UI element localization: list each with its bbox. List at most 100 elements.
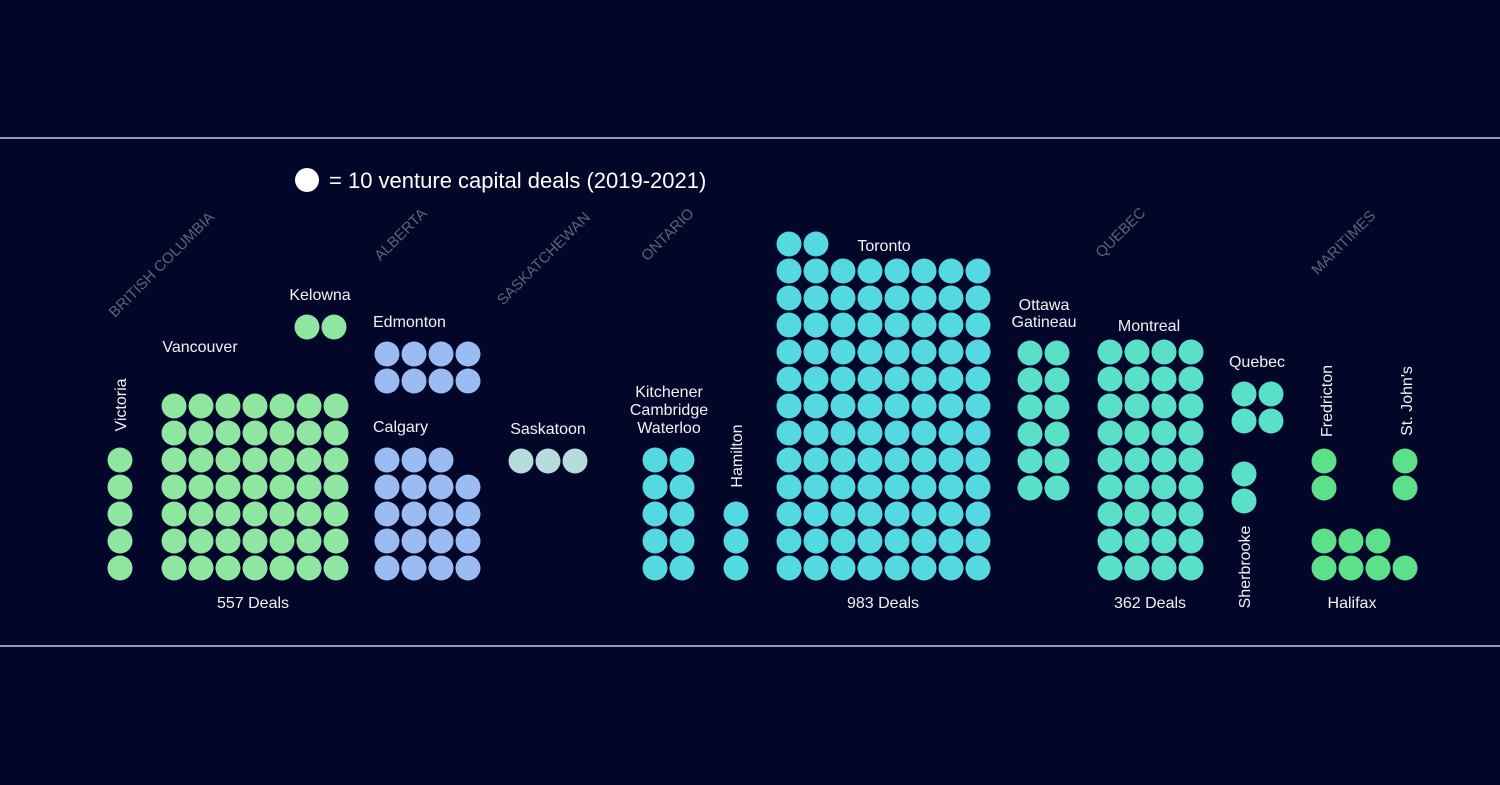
dot-edmonton-1 xyxy=(374,368,400,394)
dot-vancouver-33 xyxy=(269,447,295,473)
dot-toronto-16 xyxy=(965,528,991,554)
dot-victoria-4 xyxy=(107,474,133,500)
dot-montreal-22 xyxy=(1124,420,1150,446)
dot-toronto-51 xyxy=(830,393,856,419)
dot-toronto-76 xyxy=(857,312,883,338)
dot-victoria-5 xyxy=(107,447,133,473)
dot-toronto-88 xyxy=(965,285,991,311)
dot-toronto-68 xyxy=(857,339,883,365)
dot-halifax-1 xyxy=(1311,555,1337,581)
dot-ottawa-gatineau-2 xyxy=(1044,475,1070,501)
dot-montreal-11 xyxy=(1151,501,1177,527)
dot-toronto-6 xyxy=(911,555,937,581)
dot-vancouver-18 xyxy=(242,501,268,527)
dot-hamilton-1 xyxy=(723,555,749,581)
dot-toronto-65 xyxy=(776,339,802,365)
dot-vancouver-31 xyxy=(215,447,241,473)
dot-toronto-31 xyxy=(938,474,964,500)
dot-vancouver-9 xyxy=(188,528,214,554)
total-label-ontario: 983 Deals xyxy=(847,595,919,612)
region-label-alberta: ALBERTA xyxy=(371,205,430,264)
dot-kitchener-cambridge-waterloo-1 xyxy=(642,555,668,581)
dot-vancouver-34 xyxy=(296,447,322,473)
dot-calgary-10 xyxy=(401,501,427,527)
dot-toronto-40 xyxy=(965,447,991,473)
legend: = 10 venture capital deals (2019-2021) xyxy=(295,168,706,193)
dot-vancouver-2 xyxy=(188,555,214,581)
dot-vancouver-15 xyxy=(161,501,187,527)
dot-ottawa-gatineau-1 xyxy=(1017,475,1043,501)
dot-edmonton-4 xyxy=(455,368,481,394)
dot-montreal-18 xyxy=(1124,447,1150,473)
dot-vancouver-49 xyxy=(323,393,349,419)
dot-ottawa-gatineau-5 xyxy=(1017,421,1043,447)
dot-calgary-17 xyxy=(374,447,400,473)
dot-vancouver-21 xyxy=(323,501,349,527)
dot-toronto-12 xyxy=(857,528,883,554)
dot-montreal-12 xyxy=(1178,501,1204,527)
dot-toronto-5 xyxy=(884,555,910,581)
city-label-fredricton: Fredricton xyxy=(1319,365,1336,437)
dot-toronto-57 xyxy=(776,366,802,392)
dot-kitchener-cambridge-waterloo-6 xyxy=(669,501,695,527)
city-label-hamilton: Hamilton xyxy=(729,424,746,487)
dot-toronto-90 xyxy=(803,258,829,284)
dot-calgary-19 xyxy=(428,447,454,473)
dot-toronto-80 xyxy=(965,312,991,338)
dot-kitchener-cambridge-waterloo-8 xyxy=(669,474,695,500)
dot-vancouver-45 xyxy=(215,393,241,419)
dot-st-john-s-2 xyxy=(1392,448,1418,474)
dot-montreal-31 xyxy=(1151,366,1177,392)
dot-montreal-1 xyxy=(1097,555,1123,581)
dot-toronto-9 xyxy=(776,528,802,554)
dot-toronto-60 xyxy=(857,366,883,392)
dot-toronto-71 xyxy=(938,339,964,365)
dot-quebec-3 xyxy=(1231,381,1257,407)
dot-toronto-77 xyxy=(884,312,910,338)
total-label-british-columbia: 557 Deals xyxy=(217,595,289,612)
dot-montreal-27 xyxy=(1151,393,1177,419)
city-label-victoria: Victoria xyxy=(113,378,130,431)
dot-fredricton-2 xyxy=(1311,448,1337,474)
dot-toronto-36 xyxy=(857,447,883,473)
legend-dot xyxy=(295,168,319,192)
dot-toronto-2 xyxy=(803,555,829,581)
dot-toronto-97 xyxy=(776,231,802,257)
dot-toronto-25 xyxy=(776,474,802,500)
dot-toronto-46 xyxy=(911,420,937,446)
city-label-st-john-s: St. John's xyxy=(1399,366,1416,436)
dot-vancouver-24 xyxy=(215,474,241,500)
dot-hamilton-2 xyxy=(723,528,749,554)
dot-montreal-30 xyxy=(1124,366,1150,392)
dot-vancouver-5 xyxy=(269,555,295,581)
dot-vancouver-14 xyxy=(323,528,349,554)
dot-toronto-67 xyxy=(830,339,856,365)
dot-st-john-s-1 xyxy=(1392,475,1418,501)
dot-halifax-5 xyxy=(1311,528,1337,554)
dot-toronto-84 xyxy=(857,285,883,311)
dot-montreal-5 xyxy=(1097,528,1123,554)
dot-toronto-13 xyxy=(884,528,910,554)
dot-vancouver-43 xyxy=(161,393,187,419)
dot-ottawa-gatineau-10 xyxy=(1044,367,1070,393)
city-label-quebec: Quebec xyxy=(1229,354,1285,371)
dot-vancouver-26 xyxy=(269,474,295,500)
dot-vancouver-6 xyxy=(296,555,322,581)
dot-montreal-17 xyxy=(1097,447,1123,473)
dot-toronto-93 xyxy=(884,258,910,284)
dot-toronto-58 xyxy=(803,366,829,392)
dot-montreal-26 xyxy=(1124,393,1150,419)
dot-ottawa-gatineau-12 xyxy=(1044,340,1070,366)
dot-kitchener-cambridge-waterloo-10 xyxy=(669,447,695,473)
dot-kitchener-cambridge-waterloo-7 xyxy=(642,474,668,500)
dot-toronto-56 xyxy=(965,393,991,419)
dot-montreal-20 xyxy=(1178,447,1204,473)
dot-toronto-26 xyxy=(803,474,829,500)
dot-vancouver-8 xyxy=(161,528,187,554)
dot-toronto-91 xyxy=(830,258,856,284)
dot-toronto-52 xyxy=(857,393,883,419)
dot-toronto-38 xyxy=(911,447,937,473)
dot-ottawa-gatineau-6 xyxy=(1044,421,1070,447)
dot-calgary-1 xyxy=(374,555,400,581)
dot-toronto-83 xyxy=(830,285,856,311)
